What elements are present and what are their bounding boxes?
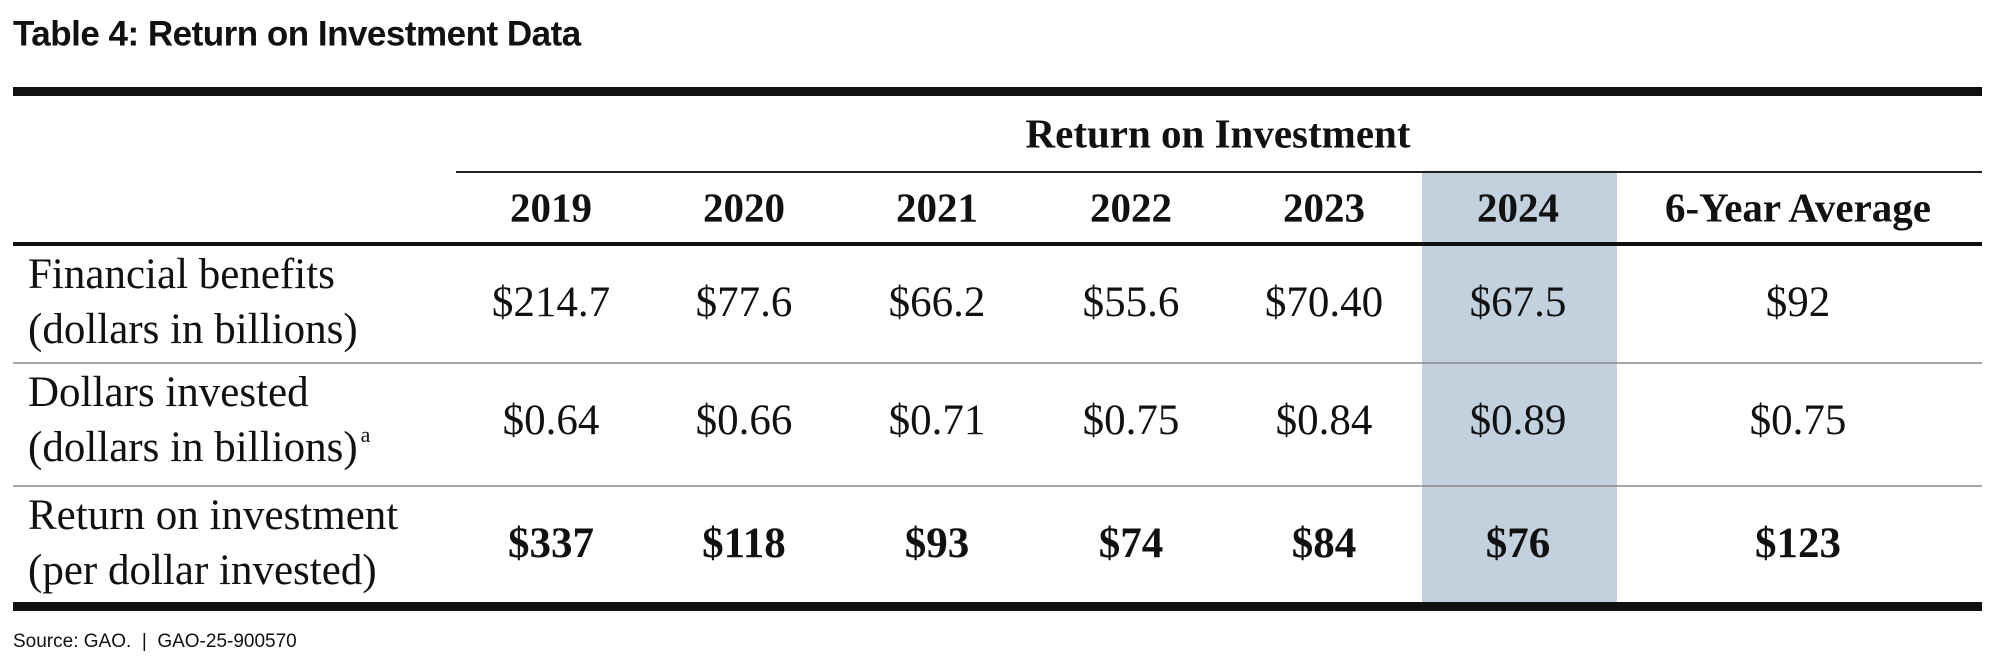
table-cell: $0.64	[503, 397, 600, 444]
row-label: (dollars in billions) a	[28, 422, 371, 471]
table-cell: $0.71	[889, 397, 986, 444]
table-cell: $77.6	[696, 279, 793, 326]
row-label: Dollars invested	[28, 369, 309, 416]
table-cell: $93	[905, 520, 970, 567]
row-label: (per dollar invested)	[28, 547, 377, 594]
table-cell: $118	[702, 520, 786, 567]
group-header: Return on Investment	[1026, 110, 1411, 156]
column-header: 2021	[896, 184, 978, 230]
table-cell: $70.40	[1265, 279, 1383, 326]
row-label: Financial benefits	[28, 251, 335, 298]
row-label: Return on investment	[28, 492, 398, 539]
table-cell: $55.6	[1083, 279, 1180, 326]
column-header: 2024	[1477, 184, 1559, 230]
bottom-rule	[13, 602, 1982, 611]
table-cell: $214.7	[492, 279, 610, 326]
source-note: Source: GAO. | GAO-25-900570	[13, 631, 297, 652]
table-cell: $0.84	[1276, 397, 1373, 444]
table-cell: $337	[508, 520, 594, 567]
table-cell: $76	[1486, 520, 1551, 567]
table-cell: $0.89	[1470, 397, 1567, 444]
column-header: 2020	[703, 184, 785, 230]
table-cell: $66.2	[889, 279, 986, 326]
top-rule	[13, 87, 1982, 96]
table-cell: $84	[1292, 520, 1357, 567]
table-cell: $0.75	[1750, 397, 1847, 444]
column-header: 2023	[1283, 184, 1365, 230]
table-cell: $67.5	[1470, 279, 1567, 326]
column-header: 2022	[1090, 184, 1172, 230]
table-cell: $0.75	[1083, 397, 1180, 444]
column-header: 6-Year Average	[1665, 184, 1931, 230]
table-cell: $74	[1099, 520, 1164, 567]
table-cell: $0.66	[696, 397, 793, 444]
table-cell: $123	[1755, 520, 1841, 567]
column-header: 2019	[510, 184, 592, 230]
row-label: (dollars in billions)	[28, 306, 358, 353]
table-cell: $92	[1766, 279, 1831, 326]
footnote-marker: a	[361, 422, 371, 447]
table-title: Table 4: Return on Investment Data	[13, 14, 582, 53]
